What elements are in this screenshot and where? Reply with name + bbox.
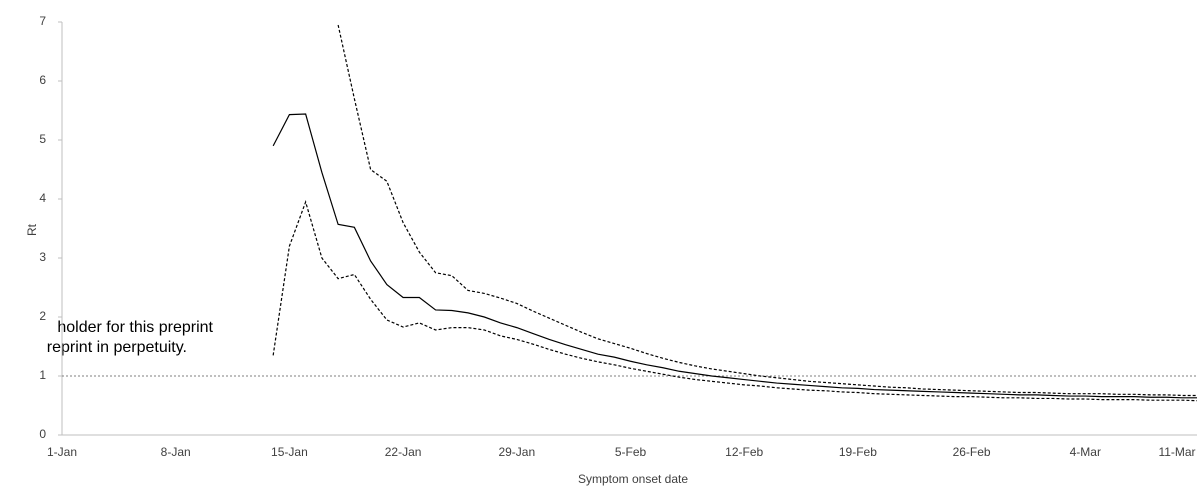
series-line [272, 113, 1197, 399]
x-tick-label: 22-Jan [385, 445, 422, 459]
y-tick-label: 4 [39, 191, 46, 205]
x-tick-label: 15-Jan [271, 445, 308, 459]
series-line [272, 200, 1197, 402]
x-tick-label: 1-Jan [47, 445, 77, 459]
annotation: reprint in perpetuity. [47, 339, 187, 356]
x-tick-label: 11-Mar [1158, 445, 1195, 459]
y-tick-label: 2 [39, 309, 46, 323]
y-tick-label: 5 [39, 132, 46, 146]
annotation: holder for this preprint [57, 319, 213, 336]
x-tick-label: 8-Jan [161, 445, 191, 459]
x-tick-label: 12-Feb [725, 445, 763, 459]
y-tick-label: 6 [39, 73, 46, 87]
x-tick-label: 4-Mar [1070, 445, 1101, 459]
x-tick-label: 26-Feb [953, 445, 991, 459]
y-tick-label: 7 [39, 14, 46, 28]
y-tick-label: 1 [39, 368, 46, 382]
x-tick-label: 5-Feb [615, 445, 647, 459]
y-tick-label: 3 [39, 250, 46, 264]
series-line [337, 24, 1197, 397]
x-axis-label: Symptom onset date [578, 472, 688, 486]
y-axis-label: Rt [25, 223, 39, 236]
x-tick-label: 29-Jan [498, 445, 535, 459]
y-tick-label: 0 [39, 427, 46, 441]
x-tick-label: 19-Feb [839, 445, 877, 459]
